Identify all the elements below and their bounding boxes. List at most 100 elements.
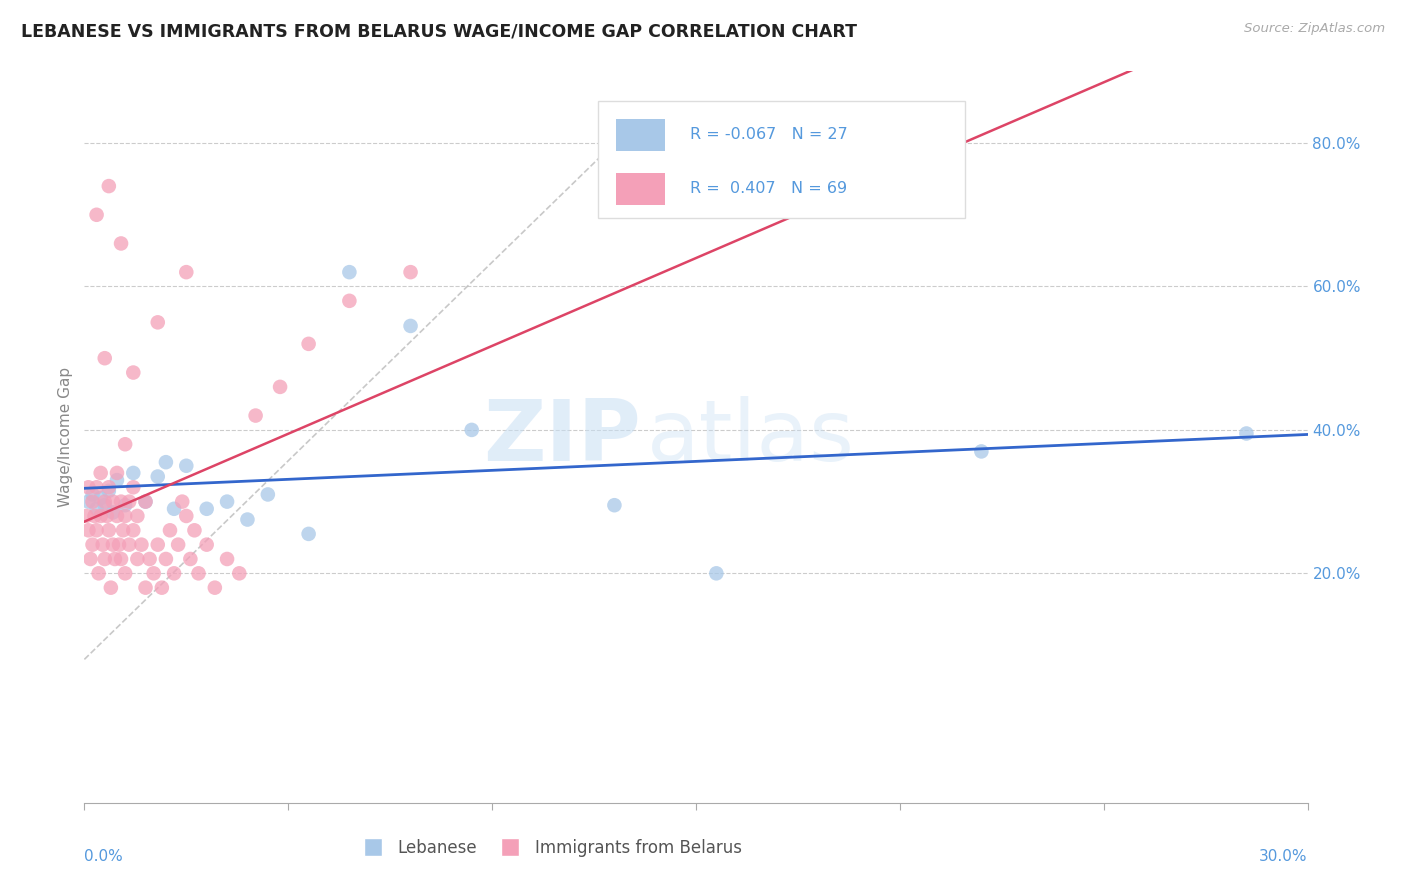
Point	[90, 508, 112, 523]
FancyBboxPatch shape	[616, 173, 665, 205]
Point	[150, 581, 173, 595]
Point	[105, 473, 128, 487]
Point	[114, 508, 136, 523]
Point	[77, 494, 100, 508]
Text: 30.0%: 30.0%	[1260, 849, 1308, 864]
Point	[114, 566, 136, 581]
Legend: Lebanese, Immigrants from Belarus: Lebanese, Immigrants from Belarus	[349, 832, 749, 864]
Point	[105, 466, 128, 480]
Point	[101, 505, 124, 519]
Text: R = -0.067   N = 27: R = -0.067 N = 27	[690, 127, 848, 142]
Point	[96, 508, 118, 523]
Point	[90, 491, 112, 505]
Point	[104, 552, 127, 566]
Point	[122, 466, 145, 480]
Point	[122, 524, 145, 538]
Point	[83, 508, 105, 523]
Point	[93, 351, 115, 366]
Point	[77, 480, 100, 494]
Point	[110, 552, 132, 566]
Point	[146, 469, 169, 483]
Point	[135, 581, 157, 595]
Point	[399, 265, 422, 279]
Point	[86, 208, 108, 222]
Point	[461, 423, 484, 437]
Point	[127, 508, 149, 523]
Point	[172, 494, 194, 508]
Text: 0.0%: 0.0%	[84, 849, 124, 864]
Point	[97, 480, 120, 494]
Point	[217, 552, 239, 566]
Point	[93, 494, 115, 508]
Text: ZIP: ZIP	[484, 395, 641, 479]
Point	[163, 566, 186, 581]
Point	[82, 538, 104, 552]
Point	[217, 494, 239, 508]
Point	[1236, 426, 1258, 441]
Point	[112, 524, 135, 538]
Point	[399, 318, 422, 333]
Text: R =  0.407   N = 69: R = 0.407 N = 69	[690, 181, 846, 195]
Point	[970, 444, 993, 458]
Point	[298, 527, 321, 541]
Point	[101, 494, 124, 508]
Point	[257, 487, 280, 501]
Point	[174, 265, 197, 279]
Point	[118, 538, 141, 552]
Point	[93, 498, 115, 512]
Point	[167, 538, 190, 552]
Point	[179, 552, 201, 566]
Point	[138, 552, 160, 566]
Point	[77, 524, 100, 538]
Point	[159, 524, 181, 538]
Point	[174, 508, 197, 523]
Point	[155, 455, 177, 469]
Point	[245, 409, 267, 423]
Point	[82, 487, 104, 501]
Point	[236, 512, 259, 526]
Point	[118, 494, 141, 508]
Point	[195, 501, 218, 516]
Point	[97, 483, 120, 498]
Point	[155, 552, 177, 566]
Point	[339, 265, 361, 279]
Point	[163, 501, 186, 516]
Text: Source: ZipAtlas.com: Source: ZipAtlas.com	[1244, 22, 1385, 36]
Point	[146, 315, 169, 329]
Text: atlas: atlas	[647, 395, 855, 479]
Point	[135, 494, 157, 508]
Point	[91, 538, 114, 552]
Point	[706, 566, 728, 581]
Point	[146, 538, 169, 552]
Point	[90, 466, 112, 480]
Point	[298, 336, 321, 351]
Point	[142, 566, 165, 581]
Point	[108, 538, 131, 552]
Point	[195, 538, 218, 552]
Point	[110, 494, 132, 508]
Point	[93, 552, 115, 566]
Point	[110, 236, 132, 251]
Point	[86, 501, 108, 516]
Point	[135, 494, 157, 508]
Point	[114, 498, 136, 512]
FancyBboxPatch shape	[616, 119, 665, 152]
Point	[603, 498, 626, 512]
FancyBboxPatch shape	[598, 101, 965, 218]
Point	[82, 494, 104, 508]
Point	[97, 524, 120, 538]
Point	[101, 538, 124, 552]
Point	[86, 480, 108, 494]
Point	[87, 566, 110, 581]
Point	[183, 524, 205, 538]
Point	[339, 293, 361, 308]
Point	[122, 480, 145, 494]
Point	[122, 366, 145, 380]
Point	[100, 581, 122, 595]
Point	[127, 552, 149, 566]
Point	[187, 566, 209, 581]
Point	[86, 524, 108, 538]
Point	[228, 566, 250, 581]
Point	[105, 508, 128, 523]
Point	[131, 538, 153, 552]
